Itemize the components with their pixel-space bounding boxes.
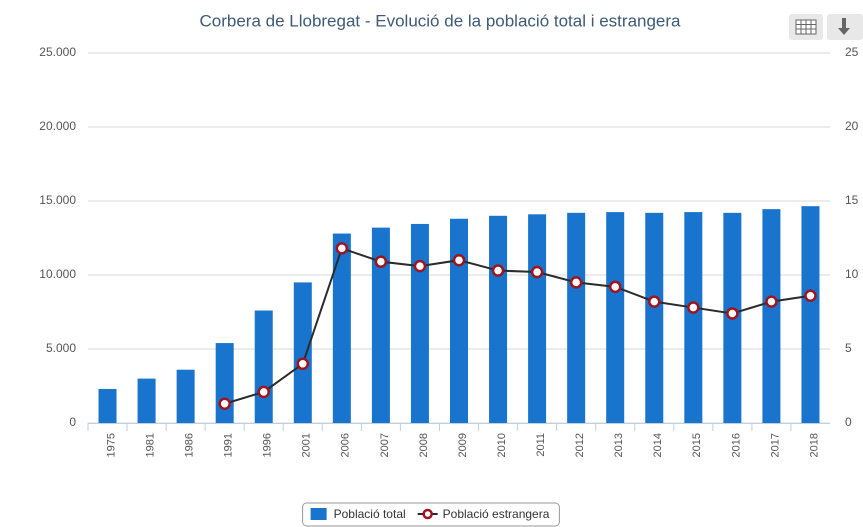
y2-tick-label: 15 [845, 193, 859, 207]
x-tick-label: 2007 [379, 433, 391, 457]
x-tick-label: 2014 [652, 433, 664, 457]
bar [98, 388, 117, 423]
x-tick-label: 2001 [301, 433, 313, 457]
x-tick-label: 2006 [340, 433, 352, 457]
line-marker [452, 253, 466, 267]
x-tick-label: 1996 [262, 433, 274, 457]
y-tick-label: 5.000 [46, 341, 76, 355]
bar [645, 212, 664, 423]
legend-swatch [310, 508, 327, 520]
x-tick-label: 2009 [457, 433, 469, 457]
bar [489, 215, 508, 423]
y2-tick-label: 10 [845, 267, 859, 281]
line-marker [296, 357, 310, 371]
bar [684, 212, 703, 423]
y-tick-label: 0 [69, 415, 76, 429]
x-tick-label: 2010 [496, 433, 508, 457]
x-tick-label: 2015 [691, 433, 703, 457]
bar [215, 343, 234, 423]
line-marker [335, 242, 349, 255]
bar [254, 310, 273, 423]
x-tick-label: 1991 [223, 433, 235, 457]
y2-tick-label: 20 [845, 119, 859, 133]
line-marker [608, 280, 622, 294]
y-tick-label: 15.000 [39, 193, 76, 207]
legend-swatch [422, 508, 433, 520]
bar [371, 227, 390, 423]
line-marker [413, 259, 427, 273]
bar [801, 206, 820, 423]
legend-label: Població total [334, 507, 406, 521]
y2-tick-label: 0 [845, 415, 852, 429]
line-marker [804, 289, 817, 302]
bar [450, 218, 468, 423]
x-tick-label: 2018 [808, 433, 820, 457]
bar [332, 233, 351, 423]
x-tick-label: 1981 [144, 433, 156, 457]
x-tick-label: 2008 [418, 433, 430, 457]
x-tick-label: 2012 [574, 433, 586, 457]
x-tick-label: 1975 [105, 433, 117, 457]
bar [410, 223, 429, 423]
bar [762, 209, 781, 423]
line-marker [257, 385, 270, 399]
line-marker [726, 307, 739, 320]
y-tick-label: 20.000 [39, 119, 76, 133]
line-marker [491, 264, 505, 277]
x-tick-label: 2016 [730, 433, 742, 457]
legend-label: Població estrangera [443, 507, 550, 521]
line-marker [374, 255, 388, 268]
line-marker [569, 276, 583, 289]
download-icon[interactable] [838, 18, 850, 35]
y2-tick-label: 25 [845, 45, 859, 59]
y2-tick-label: 5 [845, 341, 852, 355]
y-tick-label: 10.000 [39, 267, 76, 281]
bar [567, 212, 586, 423]
line-marker [765, 295, 778, 308]
line-marker [648, 295, 661, 308]
line-marker [530, 265, 544, 279]
download-button[interactable] [827, 14, 863, 40]
chart-title: Corbera de Llobregat - Evolució de la po… [199, 11, 681, 30]
x-tick-label: 2013 [613, 433, 625, 457]
bar [528, 214, 547, 423]
y-tick-label: 25.000 [39, 45, 76, 59]
line-marker [687, 301, 700, 314]
bar [137, 378, 156, 423]
bar [293, 282, 312, 423]
table-button[interactable] [789, 14, 823, 40]
x-tick-label: 2017 [769, 433, 781, 457]
x-tick-label: 2011 [535, 433, 547, 457]
bar [606, 212, 625, 423]
bar [176, 369, 195, 423]
table-icon-lines[interactable] [796, 20, 816, 34]
legend: Població total Població estrangera [302, 502, 560, 527]
x-tick-label: 1986 [184, 433, 196, 457]
line [224, 247, 811, 405]
line-marker [218, 397, 231, 411]
